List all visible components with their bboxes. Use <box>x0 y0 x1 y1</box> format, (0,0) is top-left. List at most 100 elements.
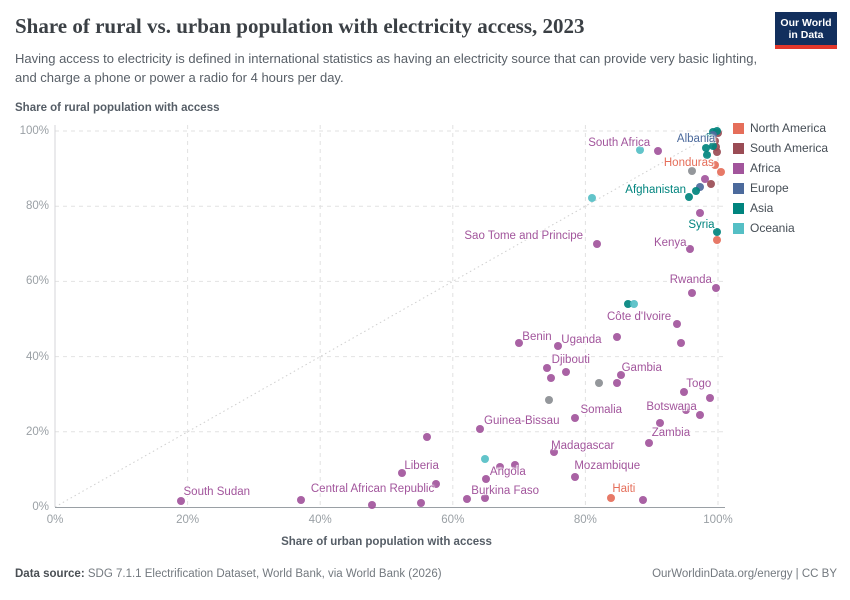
data-point[interactable] <box>702 143 711 152</box>
data-point[interactable] <box>686 245 695 254</box>
data-point[interactable] <box>550 448 559 457</box>
data-point[interactable] <box>475 425 484 434</box>
data-point[interactable] <box>696 183 705 192</box>
country-label[interactable]: Mozambique <box>574 460 641 473</box>
data-point[interactable] <box>710 161 719 170</box>
data-point[interactable] <box>655 419 664 428</box>
data-point[interactable] <box>511 460 520 469</box>
country-label[interactable]: Liberia <box>404 460 439 473</box>
data-point[interactable] <box>703 151 712 160</box>
data-point[interactable] <box>570 413 579 422</box>
data-point[interactable] <box>706 393 715 402</box>
data-point[interactable] <box>554 342 563 351</box>
data-point[interactable] <box>696 410 705 419</box>
country-label[interactable]: Benin <box>522 331 552 344</box>
data-point[interactable] <box>515 339 524 348</box>
data-point[interactable] <box>692 187 701 196</box>
country-label[interactable]: Central African Republic <box>310 482 435 495</box>
data-point[interactable] <box>495 463 504 472</box>
data-point[interactable] <box>706 180 715 189</box>
data-point[interactable] <box>676 339 685 348</box>
data-point[interactable] <box>176 496 185 505</box>
data-point[interactable] <box>654 146 663 155</box>
data-point[interactable] <box>432 480 441 489</box>
data-point[interactable] <box>708 142 717 151</box>
data-point[interactable] <box>542 363 551 372</box>
country-label[interactable]: Kenya <box>653 237 687 250</box>
country-label[interactable]: Sao Tome and Principe <box>464 229 584 242</box>
legend-item-south-america[interactable]: South America <box>733 141 828 155</box>
country-label[interactable]: Madagascar <box>551 440 615 453</box>
data-point[interactable] <box>367 501 376 510</box>
country-label[interactable]: Honduras <box>663 156 714 169</box>
data-point[interactable] <box>616 371 625 380</box>
data-point[interactable] <box>704 133 713 142</box>
owid-logo[interactable]: Our World in Data <box>775 12 837 49</box>
data-point[interactable] <box>544 395 553 404</box>
data-point[interactable] <box>296 495 305 504</box>
country-label[interactable]: South Africa <box>588 137 651 150</box>
country-label[interactable]: South Sudan <box>183 485 251 498</box>
data-point[interactable] <box>594 378 603 387</box>
legend-item-africa[interactable]: Africa <box>733 161 828 175</box>
country-label[interactable]: Burkina Faso <box>471 484 540 497</box>
y-axis-tick-label: 100% <box>19 125 49 137</box>
data-point[interactable] <box>613 333 622 342</box>
legend-item-asia[interactable]: Asia <box>733 201 828 215</box>
data-point[interactable] <box>481 493 490 502</box>
country-label[interactable]: Uganda <box>561 334 602 347</box>
data-point[interactable] <box>680 387 689 396</box>
data-point[interactable] <box>639 495 648 504</box>
data-point[interactable] <box>588 193 597 202</box>
country-label[interactable]: Syria <box>688 219 715 231</box>
data-point[interactable] <box>688 166 697 175</box>
data-point[interactable] <box>416 498 425 507</box>
data-point[interactable] <box>682 405 691 414</box>
country-label[interactable]: Angola <box>489 466 526 479</box>
country-label[interactable]: Gambia <box>621 361 662 374</box>
country-label[interactable]: Somalia <box>580 404 623 417</box>
legend-item-north-america[interactable]: North America <box>733 121 828 135</box>
data-point[interactable] <box>672 319 681 328</box>
data-point[interactable] <box>700 175 709 184</box>
data-point[interactable] <box>570 472 579 481</box>
country-label[interactable]: Afghanistan <box>625 183 687 196</box>
data-point[interactable] <box>546 374 555 383</box>
country-label[interactable]: Haiti <box>612 483 636 496</box>
data-point[interactable] <box>712 228 721 237</box>
data-point[interactable] <box>481 475 490 484</box>
data-point[interactable] <box>613 378 622 387</box>
data-point[interactable] <box>422 433 431 442</box>
country-label[interactable]: Togo <box>686 378 712 391</box>
data-point[interactable] <box>607 493 616 502</box>
data-point[interactable] <box>592 240 601 249</box>
data-point[interactable] <box>645 439 654 448</box>
data-point[interactable] <box>462 495 471 504</box>
data-point[interactable] <box>480 454 489 463</box>
country-label[interactable]: Djibouti <box>551 354 590 367</box>
data-point[interactable] <box>630 299 639 308</box>
data-point[interactable] <box>562 368 571 377</box>
legend-item-oceania[interactable]: Oceania <box>733 221 828 235</box>
country-label[interactable]: Rwanda <box>669 273 712 286</box>
license-link[interactable]: OurWorldinData.org/energy | CC BY <box>652 568 837 580</box>
country-label[interactable]: Guinea-Bissau <box>484 414 560 427</box>
country-label[interactable]: Côte d'Ivoire <box>606 311 672 324</box>
data-point[interactable] <box>688 289 697 298</box>
data-point[interactable] <box>716 168 725 177</box>
legend-item-europe[interactable]: Europe <box>733 181 828 195</box>
data-point[interactable] <box>712 284 720 293</box>
data-point[interactable] <box>712 236 721 245</box>
country-label[interactable]: Botswana <box>646 400 697 413</box>
data-point[interactable] <box>711 136 720 145</box>
data-point[interactable] <box>635 146 644 155</box>
data-point[interactable] <box>684 193 693 202</box>
country-label[interactable]: Albania <box>676 132 716 145</box>
country-label[interactable]: Zambia <box>651 426 691 439</box>
data-point[interactable] <box>623 299 632 308</box>
data-point[interactable] <box>397 469 406 478</box>
data-point[interactable] <box>713 127 722 135</box>
data-point[interactable] <box>712 148 721 157</box>
data-point[interactable] <box>696 208 705 217</box>
